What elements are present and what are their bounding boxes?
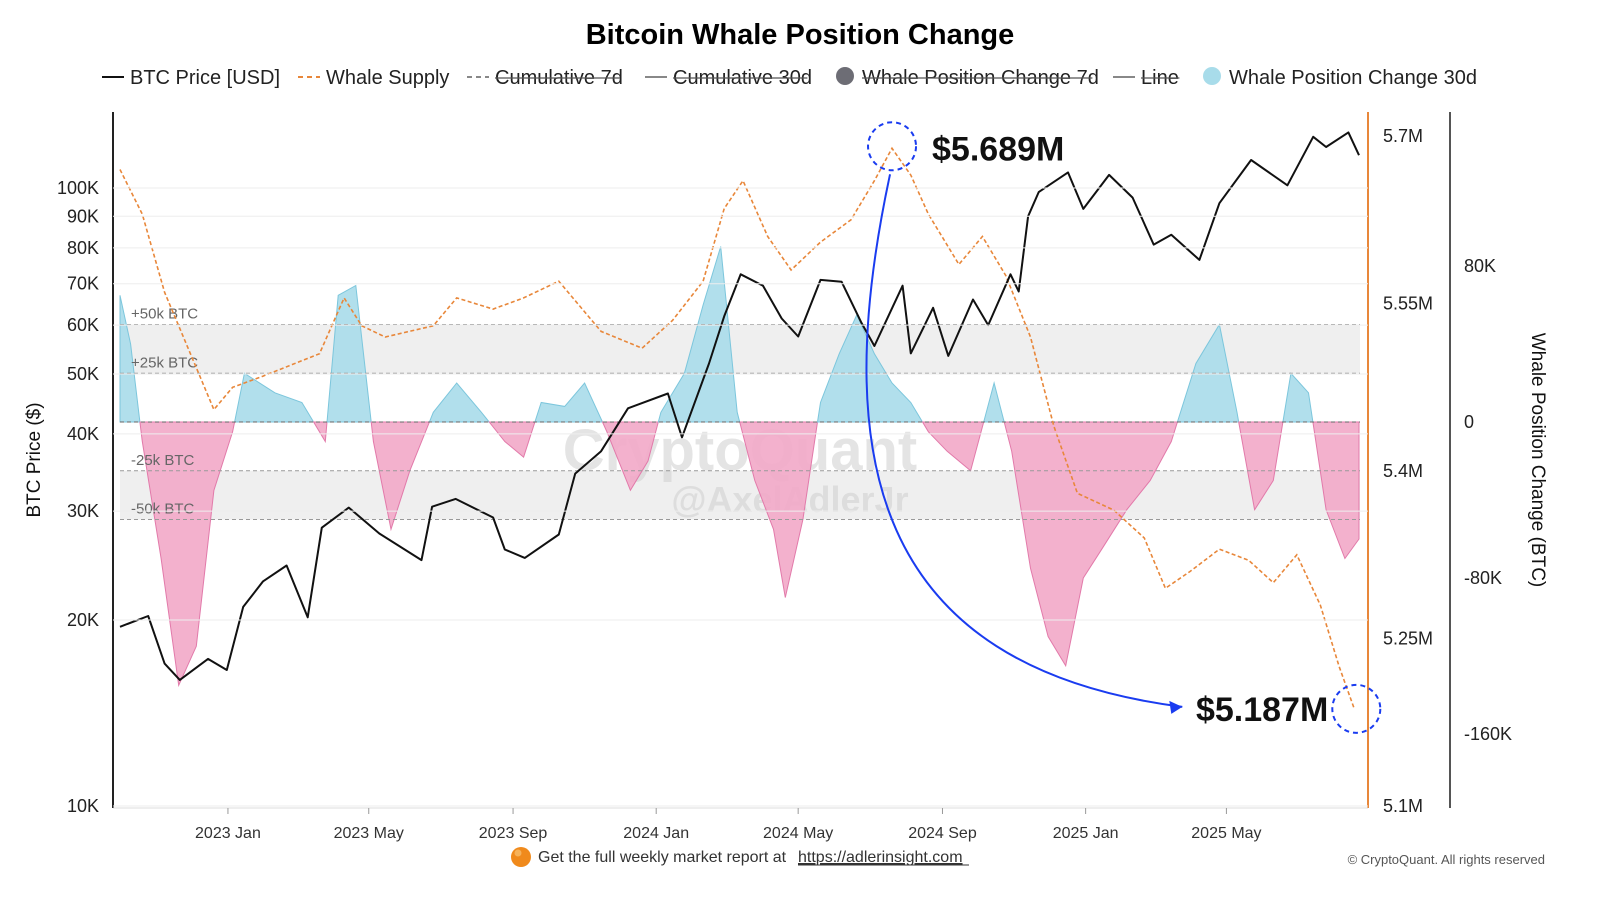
whale-supply-path <box>119 146 1356 710</box>
x-axis-ticks: 2023 Jan 2023 May 2023 Sep 2024 Jan 2024 May… <box>195 808 1262 842</box>
legend-item[interactable]: Whale Position Change 7d <box>836 67 1099 89</box>
wpc-negative-area <box>1312 421 1360 560</box>
footer-link[interactable]: https://adlerinsight.com <box>798 849 963 866</box>
x-tick-label: 2023 Sep <box>479 825 548 842</box>
whale-position-change-30d-area <box>119 246 1360 688</box>
legend-item[interactable]: Line <box>1113 67 1180 89</box>
wpc-positive-area <box>1282 372 1314 423</box>
legend-item[interactable]: Cumulative 7d <box>467 67 623 89</box>
copyright-text: © CryptoQuant. All rights reserved <box>1348 852 1545 867</box>
left-tick-label: 100K <box>57 178 99 198</box>
wpc-negative-area <box>1003 421 1179 668</box>
wpc-positive-area <box>983 381 1005 423</box>
legend-item[interactable]: Cumulative 30d <box>645 67 812 89</box>
left-tick-label: 40K <box>67 424 99 444</box>
left-tick-label: 60K <box>67 315 99 335</box>
current-highlight-circle <box>1331 683 1382 734</box>
peak-value-label: $5.689M <box>932 130 1064 168</box>
wpc-positive-area <box>534 382 604 423</box>
bitcoin-coin-icon <box>511 847 531 867</box>
wpc-negative-area <box>312 421 328 444</box>
left-tick-label: 80K <box>67 238 99 258</box>
chart-title: Bitcoin Whale Position Change <box>586 19 1015 51</box>
legend-item[interactable]: BTC Price [USD] <box>102 67 280 89</box>
wpc-positive-area <box>233 372 315 423</box>
outer-right-tick-label: 80K <box>1464 256 1496 276</box>
left-axis-label: BTC Price ($) <box>24 402 45 517</box>
inner-right-tick-label: 5.1M <box>1383 796 1423 816</box>
left-tick-label: 90K <box>67 206 99 226</box>
x-tick-label: 2025 Jan <box>1053 825 1119 842</box>
peak-highlight-circle <box>867 121 918 172</box>
band-label: -50k BTC <box>131 501 195 518</box>
left-tick-label: 30K <box>67 501 99 521</box>
inner-right-tick-label: 5.7M <box>1383 126 1423 146</box>
current-value-label: $5.187M <box>1196 691 1328 729</box>
wpc-positive-area <box>816 313 924 423</box>
left-tick-label: 70K <box>67 274 99 294</box>
x-tick-label: 2025 May <box>1191 825 1261 842</box>
legend-item[interactable]: Whale Supply <box>298 67 449 89</box>
legend-dot-marker <box>836 67 854 85</box>
x-tick-label: 2023 May <box>334 825 404 842</box>
arrow-head <box>1169 700 1183 714</box>
x-tick-label: 2023 Jan <box>195 825 261 842</box>
legend-item[interactable]: Whale Position Change 30d <box>1203 67 1477 89</box>
left-tick-label: 50K <box>67 364 99 384</box>
right-axis-label: Whale Position Change (BTC) <box>1527 333 1548 588</box>
chart-legend: BTC Price [USD] Whale Supply Cumulative 7d… <box>102 67 1477 89</box>
band-label: -25k BTC <box>131 452 195 469</box>
wpc-negative-area <box>139 421 236 688</box>
legend-label: Whale Position Change 30d <box>1229 67 1477 89</box>
whale-supply-line <box>119 146 1356 710</box>
coin-highlight <box>514 849 522 857</box>
left-tick-label: 20K <box>67 610 99 630</box>
left-tick-label: 10K <box>67 796 99 816</box>
wpc-positive-area <box>119 295 141 423</box>
wpc-positive-area <box>657 246 741 423</box>
wpc-negative-area <box>370 421 431 532</box>
footer-text: Get the full weekly market report at <box>538 849 787 866</box>
wpc-positive-area <box>428 382 491 423</box>
outer-right-tick-label: 0 <box>1464 412 1474 432</box>
wpc-positive-area <box>326 284 372 423</box>
x-tick-label: 2024 Sep <box>908 825 977 842</box>
legend-dot-marker <box>1203 67 1221 85</box>
annotations: $5.689M $5.187M <box>865 121 1382 734</box>
outer-right-tick-label: -80K <box>1464 568 1502 588</box>
wpc-negative-area <box>921 421 985 472</box>
inner-right-tick-label: 5.55M <box>1383 294 1433 314</box>
outer-right-axis-ticks: 80K 0 -80K -160K <box>1464 256 1512 744</box>
btc-price-line <box>119 131 1360 681</box>
wpc-negative-area <box>488 421 536 458</box>
legend-label: Whale Supply <box>326 67 449 89</box>
left-axis-ticks: 100K 90K 80K 70K 60K 50K 40K 30K 20K 10K <box>57 178 1368 816</box>
outer-right-tick-label: -160K <box>1464 724 1512 744</box>
trend-arrow <box>865 174 1183 708</box>
inner-right-tick-label: 5.25M <box>1383 629 1433 649</box>
inner-right-axis-ticks: 5.7M 5.55M 5.4M 5.25M 5.1M <box>1383 126 1433 816</box>
positive-band <box>120 324 1360 374</box>
x-tick-label: 2024 Jan <box>623 825 689 842</box>
threshold-band-labels: +50k BTC +25k BTC -25k BTC -50k BTC <box>120 306 1360 520</box>
band-label: +25k BTC <box>131 354 198 371</box>
x-tick-label: 2024 May <box>763 825 833 842</box>
band-label: +50k BTC <box>131 306 198 323</box>
btc-price-path <box>119 131 1360 681</box>
footer: Get the full weekly market report at htt… <box>511 847 1545 867</box>
legend-label: BTC Price [USD] <box>130 67 280 89</box>
inner-right-tick-label: 5.4M <box>1383 461 1423 481</box>
